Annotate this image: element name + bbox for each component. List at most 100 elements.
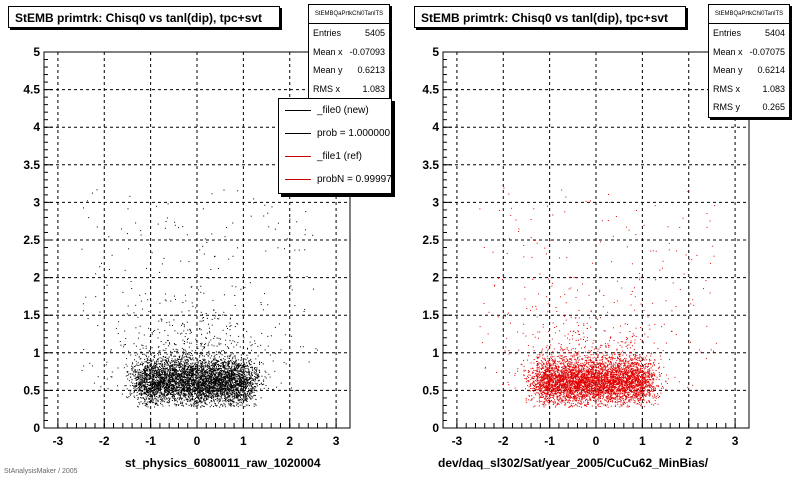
data-point [235,402,237,404]
data-point [182,367,184,369]
data-point [146,381,148,382]
data-point [182,375,184,377]
data-point [235,379,237,381]
data-point [163,343,165,345]
data-point [211,395,213,397]
data-point [233,365,235,367]
data-point [143,393,145,395]
data-point [248,360,250,362]
data-point [186,353,188,355]
data-point [238,378,240,380]
data-point [195,366,197,368]
data-point [223,384,225,386]
data-point [240,383,242,385]
data-point [175,298,176,300]
data-point [149,381,151,382]
data-point [99,266,101,268]
data-point [168,374,170,376]
data-point [158,368,160,370]
data-point [224,389,226,390]
data-point [165,348,167,350]
data-point [150,358,152,360]
data-point [134,383,136,385]
data-point [168,383,170,385]
data-point [174,393,176,395]
data-point [182,370,184,372]
data-point [200,343,202,345]
data-point [193,374,195,376]
data-point [159,398,161,400]
data-point [217,384,219,386]
data-point [250,388,252,389]
data-point [243,398,245,400]
data-point [187,329,189,331]
data-point [265,377,267,379]
data-point [206,404,208,406]
data-point [234,355,236,357]
data-point [187,367,189,369]
data-point [210,370,212,372]
data-point [226,387,228,389]
data-point [161,365,163,367]
data-point [178,404,180,406]
data-point [163,369,165,371]
data-point [184,393,186,395]
data-point [236,393,238,395]
data-point [153,384,155,386]
data-point [216,361,218,363]
data-point [189,387,191,389]
data-point [240,379,242,380]
data-point [170,355,172,357]
data-point [210,379,212,381]
data-point [201,405,203,406]
data-point [216,370,218,372]
data-point [220,376,221,378]
data-point [204,371,205,373]
data-point [218,381,220,383]
data-point [182,388,184,390]
data-point [196,367,198,369]
data-point [193,399,195,401]
data-point [216,385,218,387]
data-point [238,394,239,396]
data-point [220,378,222,380]
data-point [235,359,237,361]
data-point [190,355,192,357]
data-point [138,385,140,387]
data-point [202,320,204,322]
data-point [259,371,261,373]
data-point [218,391,220,393]
data-point [233,369,235,371]
data-point [255,376,257,378]
data-point [195,379,197,381]
data-point [174,381,176,382]
data-point [254,369,256,371]
data-point [164,380,166,382]
data-point [198,379,200,381]
data-point [233,400,235,402]
data-point [177,397,178,399]
data-point [164,363,166,365]
scatter-points [81,189,318,408]
data-point [230,373,232,375]
data-point [255,383,257,385]
data-point [169,366,171,368]
data-point [140,383,142,385]
data-point [139,375,141,377]
data-point [248,368,250,370]
data-point [157,372,159,374]
data-point [175,381,177,383]
data-point [219,364,220,366]
data-point [205,395,206,397]
data-point [229,325,231,327]
data-point [177,393,179,395]
data-point [228,363,230,365]
data-point [196,372,198,374]
data-point [179,357,180,358]
data-point [194,364,196,366]
data-point [137,377,139,379]
data-point [249,383,251,385]
data-point [174,382,176,384]
data-point [204,373,206,375]
data-point [250,389,252,391]
